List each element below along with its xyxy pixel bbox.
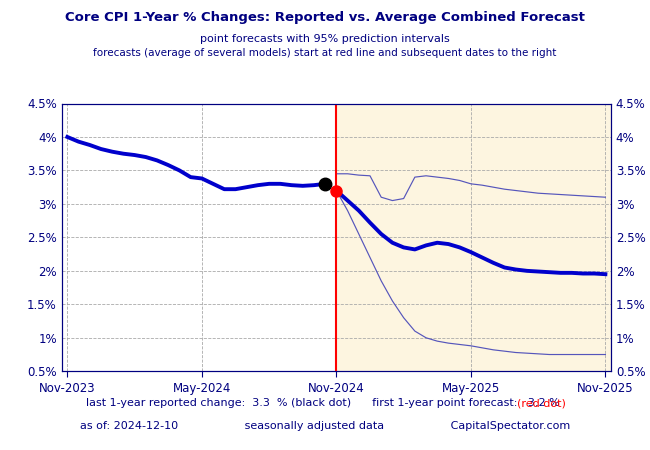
Text: as of: 2024-12-10                   seasonally adjusted data                   C: as of: 2024-12-10 seasonally adjusted da… (80, 421, 570, 431)
Text: last 1-year reported change:  3.3  % (black dot)      first 1-year point forecas: last 1-year reported change: 3.3 % (blac… (86, 398, 564, 408)
Text: Core CPI 1-Year % Changes: Reported vs. Average Combined Forecast: Core CPI 1-Year % Changes: Reported vs. … (65, 11, 585, 24)
Text: point forecasts with 95% prediction intervals: point forecasts with 95% prediction inte… (200, 34, 450, 44)
Bar (337, 104, 611, 371)
Text: forecasts (average of several models) start at red line and subsequent dates to : forecasts (average of several models) st… (94, 48, 556, 58)
Text: (red dot): (red dot) (517, 398, 566, 408)
